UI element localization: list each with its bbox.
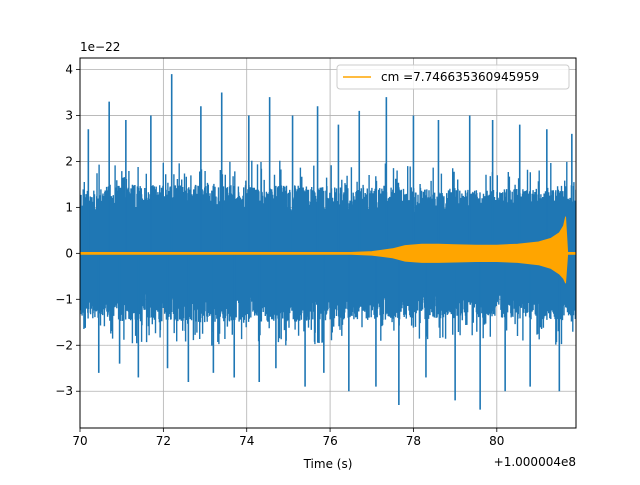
x-tick-label: 74 — [239, 434, 254, 448]
y-tick-label: 3 — [65, 108, 73, 122]
axis-ticks: 70 72 74 76 78 80 −3 −2 −1 0 1 2 3 4 — [55, 62, 504, 448]
legend-box — [336, 64, 570, 90]
x-tick-label: 78 — [406, 434, 421, 448]
x-offset-label: +1.000004e8 — [494, 455, 576, 469]
x-axis-label: Time (s) — [303, 457, 353, 471]
y-tick-label: 0 — [65, 246, 73, 260]
plot-frame — [79, 57, 577, 429]
y-scale-label: 1e−22 — [80, 40, 120, 54]
y-tick-label: 4 — [65, 62, 73, 76]
y-tick-label: −1 — [55, 292, 73, 306]
x-tick-label: 76 — [322, 434, 337, 448]
data-layer — [80, 74, 576, 410]
legend-label-template: cm =7.746635360945959 — [381, 70, 539, 84]
template-series-envelope — [80, 216, 576, 284]
y-tick-label: −3 — [55, 384, 73, 398]
x-tick-label: 70 — [72, 434, 87, 448]
y-tick-label: −2 — [55, 338, 73, 352]
legend: cm =7.746635360945959 — [336, 64, 570, 90]
y-tick-label: 1 — [65, 200, 73, 214]
y-tick-label: 2 — [65, 154, 73, 168]
x-tick-label: 80 — [489, 434, 504, 448]
x-tick-label: 72 — [156, 434, 171, 448]
